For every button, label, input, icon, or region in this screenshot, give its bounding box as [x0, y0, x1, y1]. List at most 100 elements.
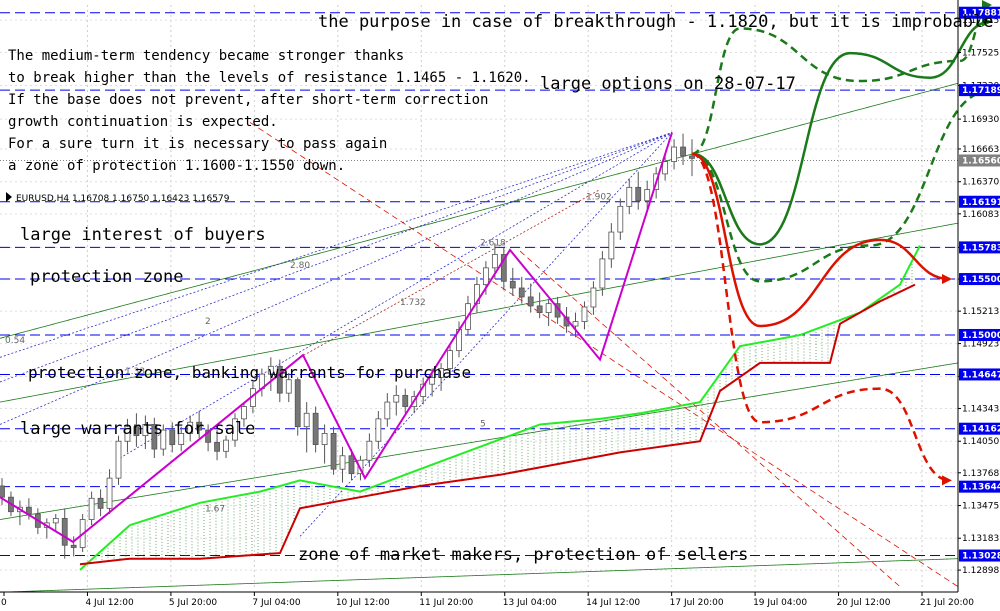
price-tag — [959, 549, 1000, 562]
candle-body — [438, 368, 444, 378]
annotation-buyers: large interest of buyers — [20, 225, 266, 245]
time-tick-label: 0 — [1, 598, 7, 608]
price-tag-label: 1.13644 — [962, 483, 1000, 493]
candle-body — [671, 146, 677, 162]
price-tick-label: 1.14050 — [962, 437, 999, 447]
wave-line — [0, 132, 673, 544]
symbol-triangle-icon — [6, 192, 12, 202]
price-tag — [959, 480, 1000, 493]
candle-body — [187, 421, 194, 434]
candle-body — [482, 267, 489, 286]
candle-body — [536, 305, 543, 314]
candle-body — [599, 258, 606, 289]
wave-label: 0.54 — [5, 336, 25, 346]
annotation-paragraph-line-1: The medium-term tendency became stronger… — [8, 48, 404, 64]
candle-body — [590, 287, 597, 308]
price-tag — [959, 154, 1000, 167]
price-tag-label: 1.17881 — [962, 9, 1000, 19]
candle-body — [662, 161, 669, 175]
price-tag — [959, 273, 1000, 286]
price-tag — [959, 6, 1000, 19]
candle-body — [205, 429, 212, 443]
ichimoku-cloud — [79, 245, 921, 571]
projection-path — [691, 16, 992, 246]
symbol-line: EURUSD,H4 1.16708 1.16750 1.16423 1.1657… — [16, 194, 230, 204]
price-tag-label: 1.16191 — [962, 198, 1000, 208]
price-tick-label: 1.16930 — [962, 115, 999, 125]
candle-body — [267, 365, 274, 375]
time-tick-label: 11 Jul 20:00 — [419, 598, 473, 608]
candle-body — [339, 455, 346, 470]
candle-body — [491, 254, 498, 269]
price-tick-label: 1.16083 — [962, 210, 999, 220]
candle-body — [626, 186, 633, 207]
candle-body — [0, 485, 5, 498]
candle-body — [169, 429, 176, 445]
trend-line — [249, 122, 959, 587]
wave-label: 1.902 — [586, 193, 612, 203]
time-tick-label: 19 Jul 04:00 — [753, 598, 807, 608]
wave-label: 2.618 — [480, 238, 506, 248]
candle-body — [330, 433, 337, 470]
candle-body — [500, 254, 507, 282]
price-tag-label: 1.16560 — [962, 156, 1000, 166]
candle-body — [142, 424, 149, 437]
trend-line — [119, 132, 673, 459]
candle-body — [635, 186, 642, 202]
price-tick-label: 1.17525 — [962, 49, 999, 59]
candle-body — [366, 440, 373, 461]
candle-body — [214, 441, 220, 452]
time-tick-label: 20 Jul 12:00 — [837, 598, 891, 608]
wave-labels: 2.80 2 1.732 2.618 1.902 1.33 5 1.67 0.54 — [5, 193, 612, 515]
wave-pattern — [0, 132, 673, 544]
candle-body — [97, 497, 104, 509]
candle-body — [545, 303, 552, 314]
wave-label: 1.732 — [400, 298, 426, 308]
annotation-protection-zone: protection zone — [30, 267, 184, 287]
candle-body — [285, 379, 292, 394]
candle-body — [294, 379, 301, 428]
time-tick-label: 21 Jul 20:00 — [920, 598, 974, 608]
time-tick-label: 7 Jul 04:00 — [252, 598, 301, 608]
candle-body — [223, 439, 229, 452]
price-tick-label: 1.13768 — [962, 469, 999, 479]
price-tick-label: 1.12898 — [962, 566, 999, 576]
candle-body — [375, 418, 382, 442]
candle-body — [52, 518, 59, 524]
candle-body — [160, 429, 167, 450]
price-tag-label: 1.14162 — [962, 425, 1000, 435]
wave-label: 1.33 — [125, 367, 145, 377]
candle-body — [321, 433, 328, 445]
candle-body — [312, 412, 319, 445]
annotation-sale-warrants: large warrants for sale — [20, 419, 255, 439]
annotation-paragraph-line-5: For a sure turn it is necessary to pass … — [8, 136, 387, 152]
candle-body — [241, 406, 247, 420]
wave-label: 2.80 — [290, 261, 310, 271]
candle-body — [88, 497, 95, 520]
annotations: the purpose in case of breakthrough - 1.… — [8, 12, 994, 565]
trend-line — [299, 132, 673, 537]
candle-body — [348, 455, 355, 475]
price-tag-label: 1.15783 — [962, 243, 1000, 253]
candle-body — [384, 401, 391, 420]
projection-path — [691, 152, 952, 328]
level-lines — [0, 12, 958, 557]
candle-body — [509, 280, 516, 289]
trend-line — [0, 82, 959, 339]
price-tick-label: 1.16370 — [962, 178, 999, 188]
candle-body — [447, 350, 453, 369]
header-bar: EURUSD,H4 1.16708 1.16750 1.16423 1.1657… — [6, 192, 230, 204]
cloud-span-a — [79, 245, 921, 571]
candle-body — [581, 306, 588, 322]
trend-line — [0, 132, 673, 383]
wave-label: 2 — [205, 317, 211, 327]
cloud-span-b — [79, 283, 916, 566]
candle-body — [644, 189, 651, 202]
time-tick-label: 10 Jul 12:00 — [336, 598, 390, 608]
price-tag-label: 1.13028 — [962, 552, 1000, 562]
price-tag — [959, 195, 1000, 208]
price-tag — [959, 328, 1000, 341]
price-tick-label: 1.14343 — [962, 404, 999, 414]
price-tag-label: 1.17189 — [962, 86, 1000, 96]
